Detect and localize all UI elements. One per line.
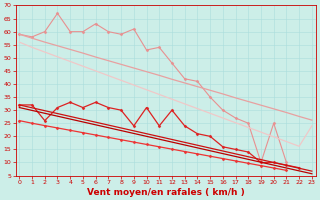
- X-axis label: Vent moyen/en rafales ( km/h ): Vent moyen/en rafales ( km/h ): [87, 188, 244, 197]
